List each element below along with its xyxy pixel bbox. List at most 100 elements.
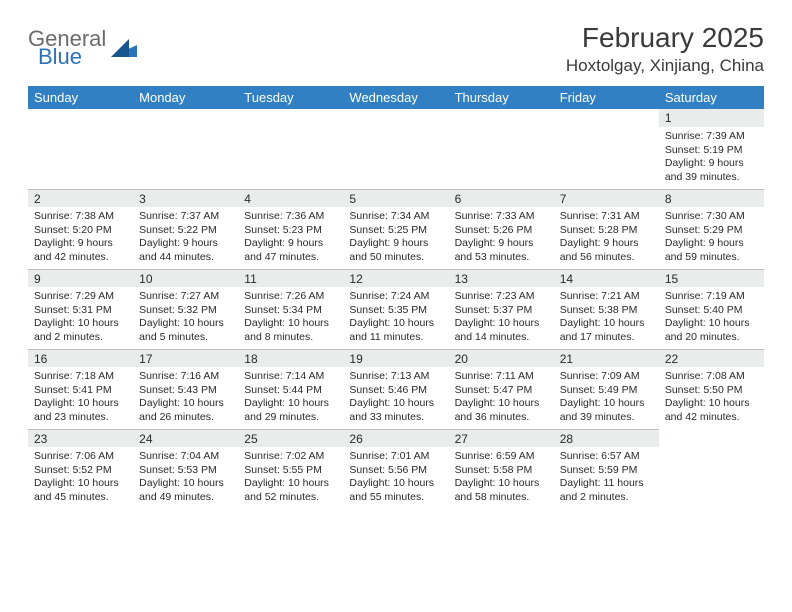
day-body: Sunrise: 7:16 AMSunset: 5:43 PMDaylight:… <box>133 367 238 429</box>
sunset-text: Sunset: 5:55 PM <box>244 464 337 478</box>
day-body <box>238 127 343 189</box>
calendar-cell <box>28 109 133 189</box>
day-body <box>133 127 238 189</box>
daylight-text: Daylight: 10 hours and 2 minutes. <box>34 317 127 344</box>
day-number: 10 <box>133 269 238 287</box>
sunset-text: Sunset: 5:32 PM <box>139 304 232 318</box>
day-body: Sunrise: 7:06 AMSunset: 5:52 PMDaylight:… <box>28 447 133 509</box>
sunrise-text: Sunrise: 7:16 AM <box>139 370 232 384</box>
day-body: Sunrise: 7:27 AMSunset: 5:32 PMDaylight:… <box>133 287 238 349</box>
daylight-text: Daylight: 10 hours and 14 minutes. <box>455 317 548 344</box>
day-header: Monday <box>133 86 238 109</box>
day-body <box>449 127 554 189</box>
sunrise-text: Sunrise: 6:57 AM <box>560 450 653 464</box>
calendar-cell: 27Sunrise: 6:59 AMSunset: 5:58 PMDayligh… <box>449 429 554 509</box>
day-body <box>554 127 659 189</box>
day-number: 19 <box>343 349 448 367</box>
sunset-text: Sunset: 5:56 PM <box>349 464 442 478</box>
page-title: February 2025 <box>566 22 764 54</box>
calendar-cell: 24Sunrise: 7:04 AMSunset: 5:53 PMDayligh… <box>133 429 238 509</box>
daylight-text: Daylight: 10 hours and 45 minutes. <box>34 477 127 504</box>
calendar-cell: 22Sunrise: 7:08 AMSunset: 5:50 PMDayligh… <box>659 349 764 429</box>
calendar-cell: 18Sunrise: 7:14 AMSunset: 5:44 PMDayligh… <box>238 349 343 429</box>
sunrise-text: Sunrise: 7:19 AM <box>665 290 758 304</box>
calendar-cell: 1Sunrise: 7:39 AMSunset: 5:19 PMDaylight… <box>659 109 764 189</box>
daylight-text: Daylight: 10 hours and 58 minutes. <box>455 477 548 504</box>
brand-mark-icon <box>111 39 137 59</box>
sunrise-text: Sunrise: 7:27 AM <box>139 290 232 304</box>
day-number: 6 <box>449 189 554 207</box>
calendar-cell: 17Sunrise: 7:16 AMSunset: 5:43 PMDayligh… <box>133 349 238 429</box>
day-body: Sunrise: 7:04 AMSunset: 5:53 PMDaylight:… <box>133 447 238 509</box>
day-body: Sunrise: 7:11 AMSunset: 5:47 PMDaylight:… <box>449 367 554 429</box>
day-number: 7 <box>554 189 659 207</box>
sunrise-text: Sunrise: 7:36 AM <box>244 210 337 224</box>
day-number: 25 <box>238 429 343 447</box>
calendar-body: 1Sunrise: 7:39 AMSunset: 5:19 PMDaylight… <box>28 109 764 509</box>
sunrise-text: Sunrise: 7:39 AM <box>665 130 758 144</box>
daylight-text: Daylight: 10 hours and 39 minutes. <box>560 397 653 424</box>
day-body: Sunrise: 7:23 AMSunset: 5:37 PMDaylight:… <box>449 287 554 349</box>
day-body <box>28 127 133 189</box>
sunrise-text: Sunrise: 7:11 AM <box>455 370 548 384</box>
day-header: Wednesday <box>343 86 448 109</box>
day-body: Sunrise: 6:57 AMSunset: 5:59 PMDaylight:… <box>554 447 659 509</box>
page-header: General Blue February 2025 Hoxtolgay, Xi… <box>28 22 764 76</box>
daylight-text: Daylight: 10 hours and 8 minutes. <box>244 317 337 344</box>
calendar-cell: 15Sunrise: 7:19 AMSunset: 5:40 PMDayligh… <box>659 269 764 349</box>
sunrise-text: Sunrise: 7:06 AM <box>34 450 127 464</box>
day-header: Sunday <box>28 86 133 109</box>
day-body: Sunrise: 7:38 AMSunset: 5:20 PMDaylight:… <box>28 207 133 269</box>
day-body: Sunrise: 7:01 AMSunset: 5:56 PMDaylight:… <box>343 447 448 509</box>
daylight-text: Daylight: 10 hours and 55 minutes. <box>349 477 442 504</box>
day-number: 22 <box>659 349 764 367</box>
day-body: Sunrise: 7:09 AMSunset: 5:49 PMDaylight:… <box>554 367 659 429</box>
calendar-page: General Blue February 2025 Hoxtolgay, Xi… <box>0 0 792 612</box>
sunset-text: Sunset: 5:47 PM <box>455 384 548 398</box>
day-number: 23 <box>28 429 133 447</box>
sunset-text: Sunset: 5:23 PM <box>244 224 337 238</box>
sunrise-text: Sunrise: 7:33 AM <box>455 210 548 224</box>
day-number: 28 <box>554 429 659 447</box>
sunset-text: Sunset: 5:26 PM <box>455 224 548 238</box>
sunset-text: Sunset: 5:28 PM <box>560 224 653 238</box>
day-body: Sunrise: 7:21 AMSunset: 5:38 PMDaylight:… <box>554 287 659 349</box>
sunrise-text: Sunrise: 7:18 AM <box>34 370 127 384</box>
sunset-text: Sunset: 5:38 PM <box>560 304 653 318</box>
calendar-cell <box>449 109 554 189</box>
daylight-text: Daylight: 11 hours and 2 minutes. <box>560 477 653 504</box>
day-body <box>343 127 448 189</box>
sunrise-text: Sunrise: 7:21 AM <box>560 290 653 304</box>
calendar-cell: 5Sunrise: 7:34 AMSunset: 5:25 PMDaylight… <box>343 189 448 269</box>
day-body <box>659 447 764 509</box>
day-body: Sunrise: 7:13 AMSunset: 5:46 PMDaylight:… <box>343 367 448 429</box>
calendar-cell: 6Sunrise: 7:33 AMSunset: 5:26 PMDaylight… <box>449 189 554 269</box>
daylight-text: Daylight: 9 hours and 59 minutes. <box>665 237 758 264</box>
calendar-cell: 4Sunrise: 7:36 AMSunset: 5:23 PMDaylight… <box>238 189 343 269</box>
day-number: 24 <box>133 429 238 447</box>
calendar-cell: 28Sunrise: 6:57 AMSunset: 5:59 PMDayligh… <box>554 429 659 509</box>
sunset-text: Sunset: 5:34 PM <box>244 304 337 318</box>
sunset-text: Sunset: 5:41 PM <box>34 384 127 398</box>
calendar-cell: 2Sunrise: 7:38 AMSunset: 5:20 PMDaylight… <box>28 189 133 269</box>
day-number: 16 <box>28 349 133 367</box>
day-number: 21 <box>554 349 659 367</box>
sunrise-text: Sunrise: 7:08 AM <box>665 370 758 384</box>
sunset-text: Sunset: 5:19 PM <box>665 144 758 158</box>
day-number: 20 <box>449 349 554 367</box>
calendar-cell <box>554 109 659 189</box>
day-body: Sunrise: 7:24 AMSunset: 5:35 PMDaylight:… <box>343 287 448 349</box>
sunrise-text: Sunrise: 7:24 AM <box>349 290 442 304</box>
sunset-text: Sunset: 5:22 PM <box>139 224 232 238</box>
day-body: Sunrise: 7:08 AMSunset: 5:50 PMDaylight:… <box>659 367 764 429</box>
day-header: Thursday <box>449 86 554 109</box>
daylight-text: Daylight: 9 hours and 56 minutes. <box>560 237 653 264</box>
day-number: 8 <box>659 189 764 207</box>
calendar-cell: 12Sunrise: 7:24 AMSunset: 5:35 PMDayligh… <box>343 269 448 349</box>
daylight-text: Daylight: 10 hours and 5 minutes. <box>139 317 232 344</box>
daylight-text: Daylight: 10 hours and 29 minutes. <box>244 397 337 424</box>
day-number: 2 <box>28 189 133 207</box>
sunset-text: Sunset: 5:35 PM <box>349 304 442 318</box>
day-body: Sunrise: 7:39 AMSunset: 5:19 PMDaylight:… <box>659 127 764 189</box>
day-body: Sunrise: 7:36 AMSunset: 5:23 PMDaylight:… <box>238 207 343 269</box>
